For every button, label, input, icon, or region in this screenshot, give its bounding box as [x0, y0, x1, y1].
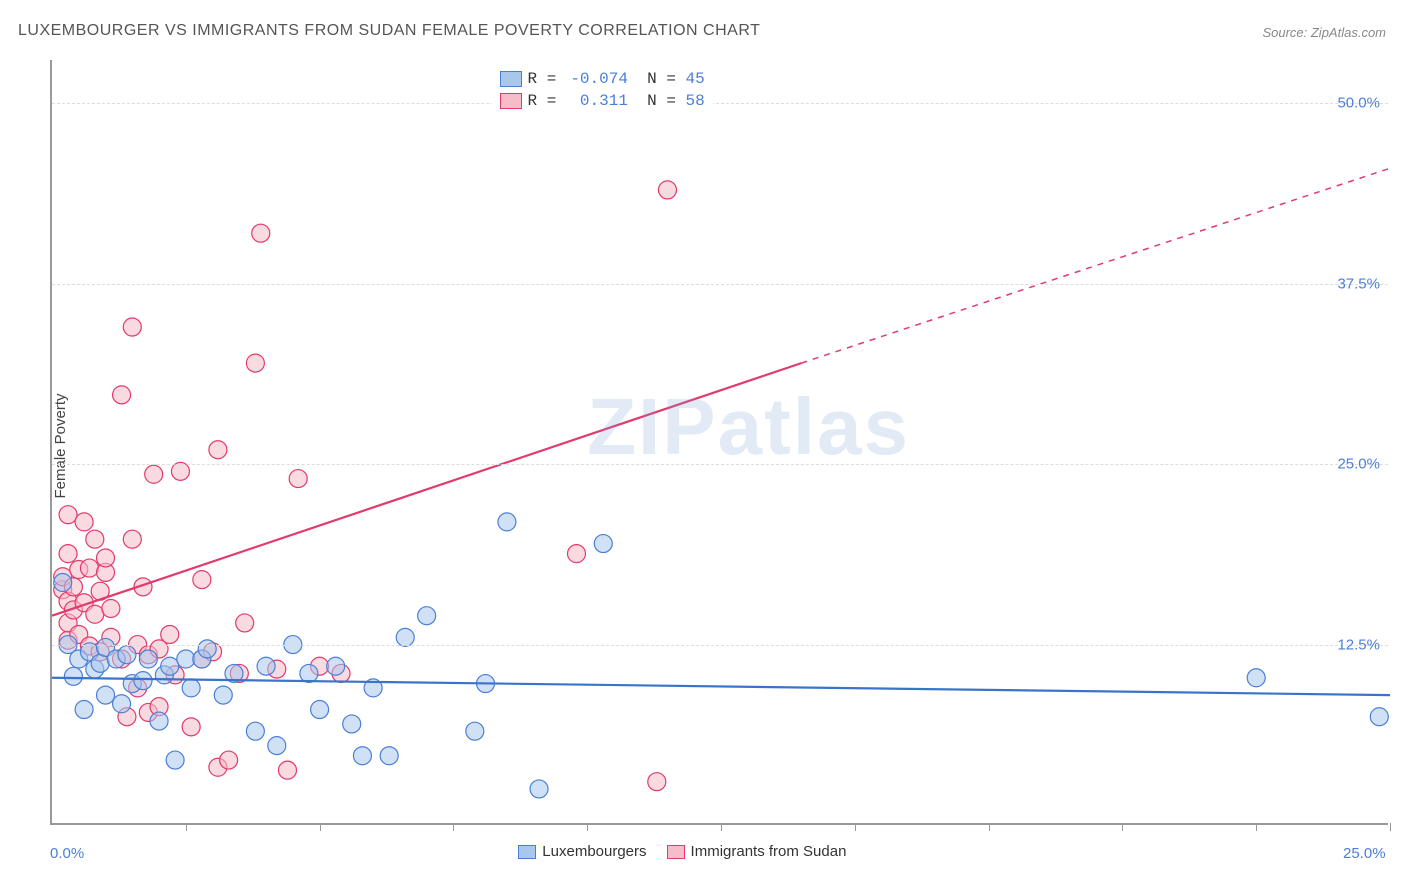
legend-stat-text: R = 0.311 N = 58 [528, 90, 705, 112]
data-point [380, 747, 398, 765]
x-tick [453, 823, 454, 831]
data-point [289, 470, 307, 488]
plot-svg [52, 60, 1388, 823]
data-point [113, 695, 131, 713]
y-tick-label: 37.5% [1337, 275, 1380, 292]
gridline [52, 284, 1388, 285]
trend-line-extrapolated [801, 168, 1390, 363]
y-tick-label: 25.0% [1337, 456, 1380, 473]
gridline [52, 645, 1388, 646]
legend-swatch [518, 845, 536, 859]
data-point [64, 667, 82, 685]
data-point [220, 751, 238, 769]
data-point [75, 701, 93, 719]
data-point [134, 672, 152, 690]
legend-label: Luxembourgers [542, 843, 646, 860]
data-point [198, 640, 216, 658]
data-point [97, 549, 115, 567]
data-point [123, 318, 141, 336]
data-point [353, 747, 371, 765]
data-point [113, 386, 131, 404]
legend-row: R = -0.074 N = 45 [500, 68, 705, 90]
source-attribution: Source: ZipAtlas.com [1262, 25, 1386, 40]
x-tick [1390, 823, 1391, 831]
data-point [268, 737, 286, 755]
legend-row: R = 0.311 N = 58 [500, 90, 705, 112]
data-point [658, 181, 676, 199]
x-tick [989, 823, 990, 831]
x-tick [320, 823, 321, 831]
data-point [327, 657, 345, 675]
x-tick-label: 0.0% [50, 845, 84, 862]
data-point [86, 605, 104, 623]
legend-item: Immigrants from Sudan [667, 843, 847, 860]
data-point [139, 650, 157, 668]
data-point [86, 530, 104, 548]
data-point [118, 646, 136, 664]
data-point [80, 559, 98, 577]
chart-container: LUXEMBOURGER VS IMMIGRANTS FROM SUDAN FE… [0, 0, 1406, 892]
data-point [1247, 669, 1265, 687]
x-tick [1256, 823, 1257, 831]
data-point [530, 780, 548, 798]
data-point [59, 506, 77, 524]
data-point [54, 574, 72, 592]
legend-item: Luxembourgers [518, 843, 646, 860]
data-point [300, 664, 318, 682]
data-point [209, 441, 227, 459]
data-point [75, 513, 93, 531]
legend-swatch [667, 845, 685, 859]
data-point [166, 751, 184, 769]
data-point [102, 599, 120, 617]
legend-label: Immigrants from Sudan [691, 843, 847, 860]
trend-line [52, 678, 1390, 695]
legend-stat-text: R = -0.074 N = 45 [528, 68, 705, 90]
data-point [161, 657, 179, 675]
x-tick [855, 823, 856, 831]
legend-swatch [500, 93, 522, 109]
data-point [567, 545, 585, 563]
data-point [278, 761, 296, 779]
plot-area: ZIPatlas 12.5%25.0%37.5%50.0% [50, 60, 1388, 825]
data-point [145, 465, 163, 483]
gridline [52, 103, 1388, 104]
legend-correlation: R = -0.074 N = 45R = 0.311 N = 58 [492, 64, 713, 116]
data-point [161, 625, 179, 643]
x-tick-label: 25.0% [1343, 845, 1386, 862]
data-point [252, 224, 270, 242]
data-point [193, 571, 211, 589]
data-point [246, 354, 264, 372]
data-point [246, 722, 264, 740]
x-tick [1122, 823, 1123, 831]
x-tick [186, 823, 187, 831]
chart-title: LUXEMBOURGER VS IMMIGRANTS FROM SUDAN FE… [18, 22, 760, 40]
data-point [648, 773, 666, 791]
data-point [418, 607, 436, 625]
data-point [123, 530, 141, 548]
data-point [257, 657, 275, 675]
data-point [594, 535, 612, 553]
trend-line [52, 363, 801, 616]
data-point [498, 513, 516, 531]
data-point [466, 722, 484, 740]
legend-swatch [500, 71, 522, 87]
data-point [97, 686, 115, 704]
data-point [182, 679, 200, 697]
gridline [52, 464, 1388, 465]
y-tick-label: 12.5% [1337, 636, 1380, 653]
data-point [91, 654, 109, 672]
legend-series: Luxembourgers Immigrants from Sudan [518, 843, 846, 860]
data-point [150, 712, 168, 730]
data-point [236, 614, 254, 632]
data-point [214, 686, 232, 704]
data-point [182, 718, 200, 736]
y-tick-label: 50.0% [1337, 95, 1380, 112]
x-tick [721, 823, 722, 831]
data-point [1370, 708, 1388, 726]
data-point [59, 545, 77, 563]
x-tick [587, 823, 588, 831]
data-point [343, 715, 361, 733]
data-point [311, 701, 329, 719]
data-point [177, 650, 195, 668]
